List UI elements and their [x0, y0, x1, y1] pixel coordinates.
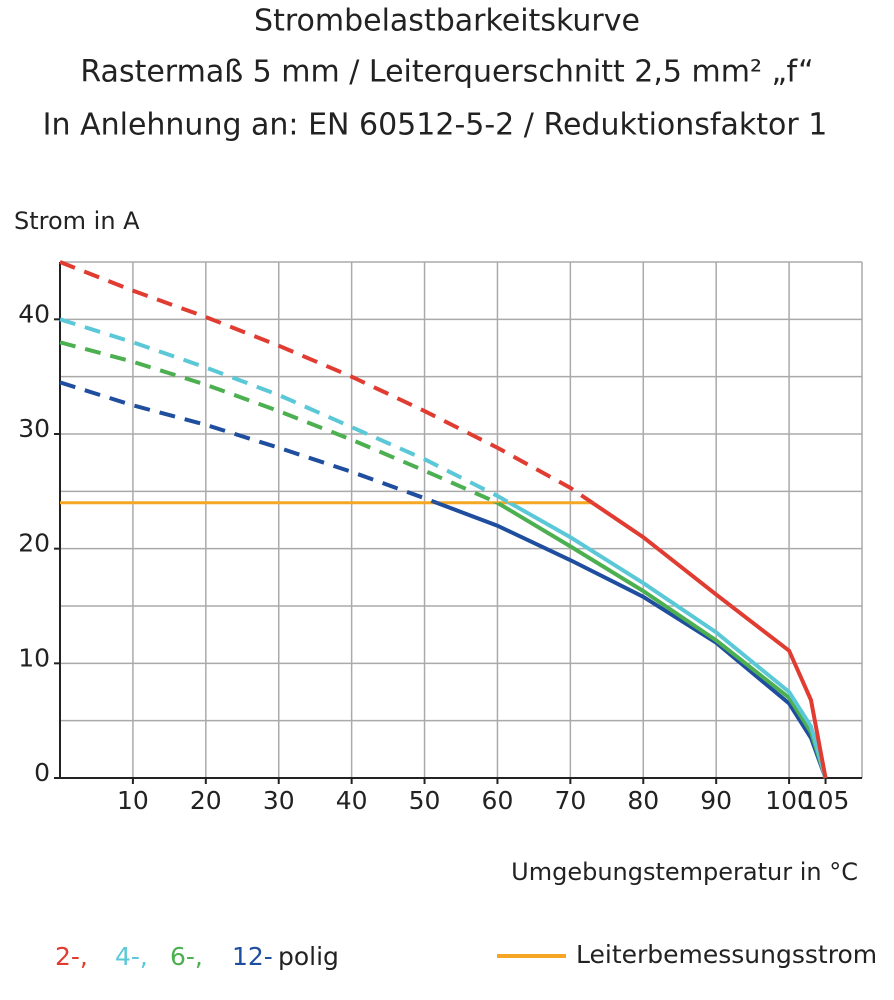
- y-tick-label: 20: [18, 529, 50, 558]
- legend-label: 6-,: [170, 942, 203, 971]
- y-tick-label: 0: [34, 758, 50, 787]
- x-tick-label: 20: [190, 786, 222, 815]
- chart-subtitle: In Anlehnung an: EN 60512-5-2 / Reduktio…: [43, 108, 828, 143]
- x-tick-label: 80: [627, 786, 659, 815]
- chart-title: Strombelastbarkeitskurve: [254, 4, 640, 39]
- x-tick-label: 70: [554, 786, 586, 815]
- legend-label: 4-,: [115, 942, 148, 971]
- legend-label: 12-: [232, 942, 273, 971]
- y-tick-label: 30: [18, 414, 50, 443]
- legend-label: 2-,: [55, 942, 88, 971]
- legend-label: Leiterbemessungsstrom: [576, 940, 877, 969]
- chart-subtitle: Rastermaß 5 mm / Leiterquerschnitt 2,5 m…: [80, 55, 813, 90]
- x-tick-label: 105: [802, 786, 850, 815]
- legend-label: polig: [278, 942, 339, 971]
- x-tick-label: 50: [409, 786, 441, 815]
- x-tick-label: 10: [117, 786, 149, 815]
- y-axis-label: Strom in A: [14, 207, 140, 235]
- x-tick-label: 40: [336, 786, 368, 815]
- x-tick-label: 60: [482, 786, 514, 815]
- x-tick-label: 30: [263, 786, 295, 815]
- series-line-dashed: [59, 340, 502, 503]
- x-axis-label: Umgebungstemperatur in °C: [511, 858, 858, 886]
- series-line: [588, 502, 828, 779]
- y-tick-label: 10: [18, 643, 50, 672]
- series-line: [492, 502, 828, 779]
- series-line: [431, 502, 828, 779]
- series-line-dashed: [59, 260, 596, 503]
- series-line-dashed: [59, 380, 443, 503]
- x-tick-label: 90: [700, 786, 732, 815]
- y-tick-label: 40: [18, 299, 50, 328]
- x-tick-label: 100: [765, 786, 813, 815]
- series-line-dashed: [59, 317, 514, 503]
- series-line: [505, 502, 828, 779]
